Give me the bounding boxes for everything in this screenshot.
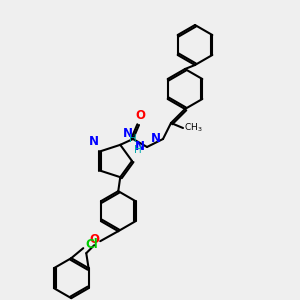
Text: O: O [89,233,99,246]
Text: O: O [135,109,145,122]
Text: Cl: Cl [85,238,98,251]
Text: N: N [151,131,161,145]
Text: CH$_3$: CH$_3$ [184,122,203,134]
Text: N: N [89,135,99,148]
Text: N: N [123,127,133,140]
Text: H: H [129,134,137,144]
Text: N: N [135,140,145,152]
Text: H: H [134,145,142,155]
